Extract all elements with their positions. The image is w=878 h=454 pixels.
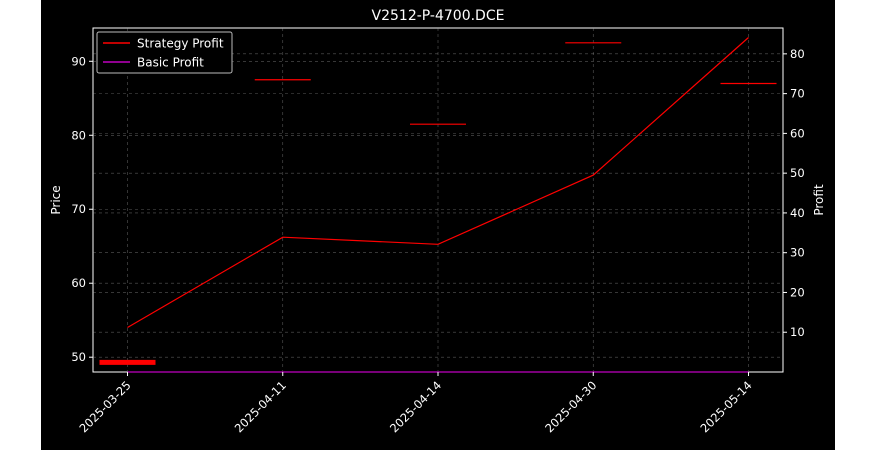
y-right-tick-label: 70 bbox=[790, 87, 805, 101]
x-axis: 2025-03-25 2025-04-11 2025-04-14 2025-04-30… bbox=[76, 372, 755, 435]
y-right-tick-label: 10 bbox=[790, 325, 805, 339]
y-left-tick-label: 60 bbox=[71, 276, 86, 290]
y-left-tick-label: 90 bbox=[71, 54, 86, 68]
x-tick-label: 2025-04-11 bbox=[232, 378, 289, 435]
gridlines bbox=[93, 28, 783, 372]
x-tick-label: 2025-03-25 bbox=[76, 378, 133, 435]
legend-label-strategy-profit: Strategy Profit bbox=[137, 37, 224, 51]
y-right-tick-label: 20 bbox=[790, 285, 805, 299]
x-tick-label: 2025-04-30 bbox=[542, 378, 599, 435]
y-right-tick-label: 30 bbox=[790, 246, 805, 260]
y-left-tick-label: 50 bbox=[71, 350, 86, 364]
legend-box bbox=[96, 31, 233, 74]
chart-svg: V2512-P-4700.DCE 2025-03-25 2025-04-11 202… bbox=[49, 8, 826, 435]
left-axis-label: Price bbox=[49, 185, 63, 214]
series-line-strategy-profit bbox=[127, 37, 749, 329]
y-right-tick-label: 50 bbox=[790, 166, 805, 180]
legend: Strategy Profit Basic Profit bbox=[96, 31, 233, 74]
x-tick-label: 2025-05-14 bbox=[697, 378, 754, 435]
left-y-axis: 50 60 70 80 90 bbox=[71, 54, 93, 364]
y-left-tick-label: 80 bbox=[71, 128, 86, 142]
legend-label-basic-profit: Basic Profit bbox=[137, 56, 204, 70]
y-right-tick-label: 40 bbox=[790, 206, 805, 220]
chart-title: V2512-P-4700.DCE bbox=[372, 8, 505, 24]
y-left-tick-label: 70 bbox=[71, 202, 86, 216]
y-right-tick-label: 80 bbox=[790, 47, 805, 61]
y-right-tick-label: 60 bbox=[790, 126, 805, 140]
x-tick-label: 2025-04-14 bbox=[387, 378, 444, 435]
plot-area-frame bbox=[92, 27, 784, 373]
chart-figure: V2512-P-4700.DCE 2025-03-25 2025-04-11 202… bbox=[41, 0, 835, 450]
price-markers bbox=[99, 42, 777, 365]
right-axis-label: Profit bbox=[812, 184, 826, 216]
right-y-axis: 10 20 30 40 50 60 70 80 bbox=[783, 47, 805, 339]
